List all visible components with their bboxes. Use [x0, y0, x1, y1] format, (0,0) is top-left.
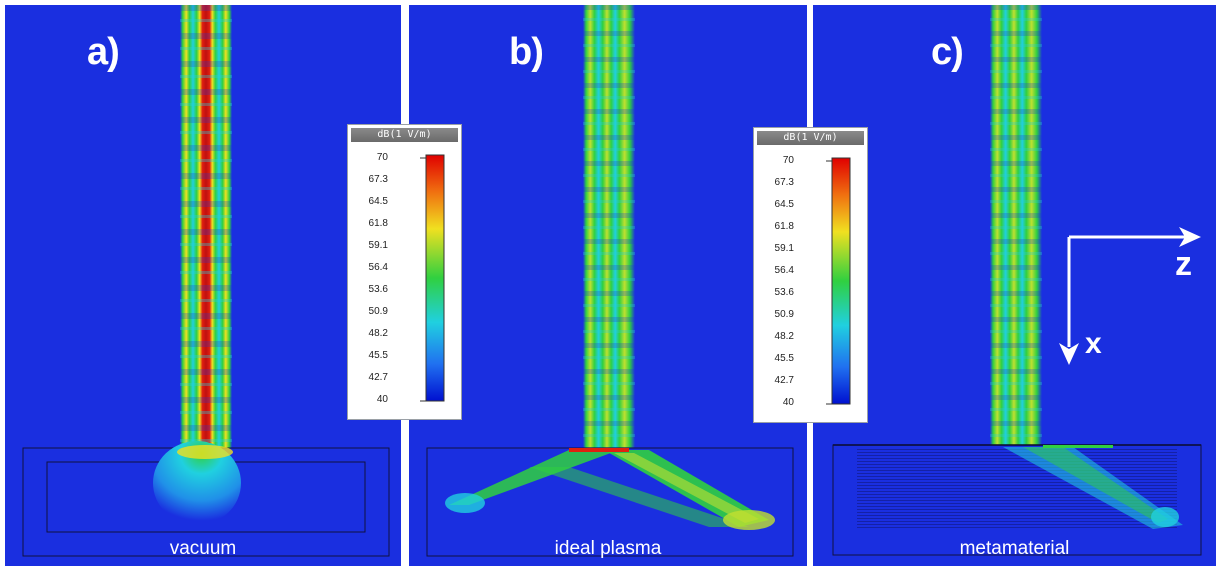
field-plot-vacuum [5, 5, 401, 566]
panel-ideal-plasma: b) ideal plasma [409, 5, 807, 566]
field-plot-ideal-plasma [409, 5, 807, 566]
colorbar-tick: 61.8 [368, 218, 388, 229]
colorbar-unit: dB(1 V/m) [757, 131, 864, 145]
colorbar-tick: 42.7 [368, 372, 388, 383]
colorbar-tick: 56.4 [368, 262, 388, 273]
colorbar-tick: 59.1 [368, 240, 388, 251]
field-spot [153, 441, 241, 525]
colorbar-tick: 50.9 [368, 306, 388, 317]
field-plot-metamaterial [813, 5, 1216, 566]
colorbar-tick: 64.5 [774, 199, 794, 210]
colorbar-tick: 42.7 [774, 375, 794, 386]
colorbar-tick: 48.2 [774, 331, 794, 342]
refracted-beam-left [449, 450, 619, 505]
colorbar-tick: 40 [376, 394, 388, 405]
panel-metamaterial: c) metamaterial z x [813, 5, 1216, 566]
colorbar-1: dB(1 V/m) 70 67.3 64.5 61.8 59.1 56.4 53… [347, 124, 462, 420]
colorbar-tick: 53.6 [368, 284, 388, 295]
colorbar-2: dB(1 V/m) 70 67.3 64.5 61.8 59.1 56.4 53… [753, 127, 868, 423]
colorbar-tick: 40 [782, 397, 794, 408]
medium-label-metamaterial: metamaterial [959, 538, 1070, 559]
colorbar-tick: 48.2 [368, 328, 388, 339]
panel-vacuum: a) vacuum [5, 5, 401, 566]
colorbar-tick: 70 [376, 152, 388, 163]
colorbar-tick: 61.8 [774, 221, 794, 232]
colorbar-gradient [826, 157, 851, 405]
colorbar-tick: 50.9 [774, 309, 794, 320]
x-axis-arrow-icon [1059, 343, 1079, 365]
medium-label-vacuum: vacuum [169, 538, 237, 559]
colorbar-tick: 45.5 [774, 353, 794, 364]
colorbar-gradient [420, 154, 445, 402]
panel-label-b: b) [509, 31, 544, 73]
colorbar-tick: 64.5 [368, 196, 388, 207]
colorbar-tick: 59.1 [774, 243, 794, 254]
colorbar-tick: 67.3 [774, 177, 794, 188]
panel-label-a: a) [87, 31, 120, 73]
z-axis-label: z [1175, 245, 1192, 283]
colorbar-tick: 67.3 [368, 174, 388, 185]
colorbar-tick: 70 [782, 155, 794, 166]
colorbar-unit: dB(1 V/m) [351, 128, 458, 142]
medium-outline [832, 444, 1202, 556]
colorbar-tick: 45.5 [368, 350, 388, 361]
medium-label-ideal-plasma: ideal plasma [554, 538, 662, 559]
colorbar-tick: 53.6 [774, 287, 794, 298]
x-axis-label: x [1085, 327, 1102, 360]
z-axis-arrow-icon [1179, 227, 1201, 247]
colorbar-tick: 56.4 [774, 265, 794, 276]
panel-label-c: c) [931, 31, 964, 73]
